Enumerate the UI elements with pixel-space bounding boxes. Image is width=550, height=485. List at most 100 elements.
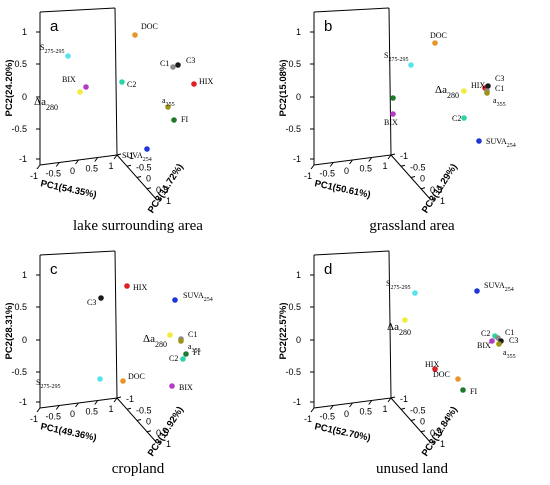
data-point [432,366,438,372]
point-label: C3 [87,298,96,307]
data-point [408,62,414,68]
y-tick-label: 0.5 [288,59,301,69]
point-label: Δa280 [34,96,58,112]
point-label: S275-295 [40,43,64,55]
point-label: a355 [493,96,506,108]
point-label: C2 [169,354,178,363]
y-tick-label: -1 [293,154,301,164]
point-label-sub: 275-295 [390,285,410,291]
point-label-main: C2 [169,354,178,363]
point-label-main: DOC [433,370,450,379]
point-label-sub: 254 [204,297,213,303]
data-point [124,283,130,289]
panel-caption: lake surrounding area [73,218,203,234]
y-tick-label: 1 [22,27,27,37]
x-tick-label: 0 [344,409,349,419]
z-tick [400,164,406,167]
z-axis-title: PC3(12.84%) [420,405,460,459]
x-tick [94,157,99,162]
data-point [461,88,467,94]
x-tick [55,162,60,167]
point-label: BIX [384,118,398,127]
x-tick [113,154,118,160]
point-label: FI [193,348,200,357]
point-label: C2 [452,114,461,123]
x-axis-title: PC1(50.61%) [313,178,371,201]
z-tick [410,419,416,421]
point-label: HIX [471,81,485,90]
y-axis-title: PC2(28.31%) [4,302,15,359]
x-tick [368,400,373,405]
y-tick-label: -1 [293,397,301,407]
x-tick [368,157,373,162]
point-label-main: DOC [141,22,158,31]
point-label: C1 [495,84,504,93]
z-tick [136,419,142,421]
point-label-main: Δa [34,96,46,108]
point-label: FI [470,387,477,396]
data-point [390,111,396,117]
y-tick-label: 0 [22,92,27,102]
x-tick [36,407,41,413]
x-tick-label: 0.5 [85,407,98,417]
point-label-main: SUVA [183,291,204,300]
z-tick [146,187,152,190]
data-point [65,53,71,59]
axis-line [388,250,392,399]
x-tick [310,407,315,413]
point-label-main: SUVA [122,151,143,160]
panel-letter: b [324,18,332,35]
z-tick [430,198,436,201]
point-label: SUVA254 [486,137,516,149]
panel-caption: cropland [112,461,165,477]
panel-b: 10.50-0.5-1-1 -0.5 0 0.5 1-1-0.500.51PC2(15.… [278,7,516,234]
x-tick-label: -0.5 [45,169,61,179]
axis-line [388,7,392,156]
x-tick-label: 1 [108,404,113,414]
x-tick [55,405,60,410]
data-point [460,387,466,393]
point-label: FI [181,115,188,124]
point-label-sub: 275-295 [388,57,408,63]
panel-caption: grassland area [369,218,455,234]
z-tick [116,153,122,156]
data-point [77,89,83,95]
y-tick-label: 1 [22,270,27,280]
z-tick [430,441,436,444]
data-point [180,356,186,362]
data-point [170,64,176,70]
point-label-main: BIX [384,118,398,127]
z-tick-label: -1 [126,151,134,161]
x-tick [36,164,41,170]
z-tick-label: -0.5 [410,162,426,172]
point-label-main: C1 [505,328,514,337]
point-label: DOC [430,31,447,40]
point-label-main: Δa [387,321,399,333]
z-tick-label: 0 [420,417,425,427]
point-label: SUVA254 [484,281,514,293]
z-axis-title: PC3(11.29%) [420,162,460,215]
axis-line [114,7,118,156]
y-tick-label: 0.5 [288,302,301,312]
x-tick-label: -1 [304,171,312,181]
point-label-main: a [188,342,192,351]
y-tick-label: -1 [19,397,27,407]
point-label-main: DOC [128,372,145,381]
z-tick [126,164,132,167]
point-label: C2 [481,329,490,338]
x-tick-label: 0 [70,166,75,176]
point-label-main: C3 [495,74,504,83]
data-point [120,378,126,384]
point-label-main: SUVA [486,137,507,146]
x-tick [94,400,99,405]
data-point [97,376,103,382]
z-tick-label: 0 [146,417,151,427]
z-tick-label: 0.5 [156,185,169,195]
data-point [191,81,197,87]
y-tick-label: 0 [296,92,301,102]
point-label-main: FI [181,115,188,124]
z-tick-label: 0.5 [430,185,443,195]
data-point [461,115,467,121]
panel-d: 10.50-0.5-1-1 -0.5 0 0.5 1-1-0.500.51PC2(22.… [278,250,518,477]
